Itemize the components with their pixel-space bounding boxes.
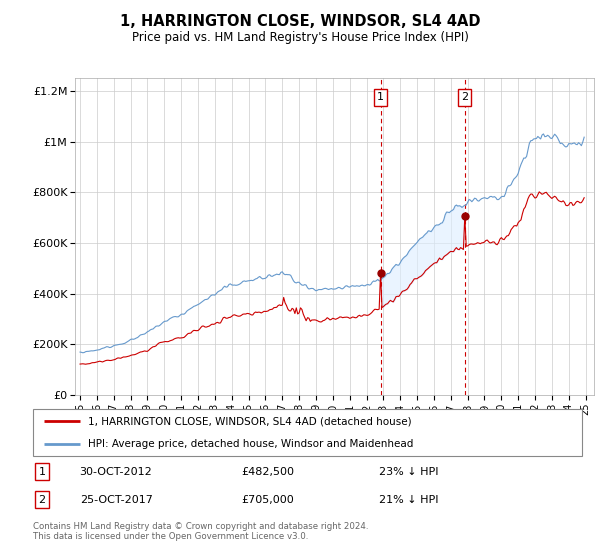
Text: 2: 2 — [461, 92, 468, 102]
Text: £705,000: £705,000 — [242, 494, 295, 505]
Text: 1: 1 — [377, 92, 384, 102]
Text: 21% ↓ HPI: 21% ↓ HPI — [379, 494, 439, 505]
Text: Contains HM Land Registry data © Crown copyright and database right 2024.
This d: Contains HM Land Registry data © Crown c… — [33, 522, 368, 542]
Text: 2: 2 — [38, 494, 46, 505]
Text: 1: 1 — [38, 466, 46, 477]
Text: 25-OCT-2017: 25-OCT-2017 — [80, 494, 152, 505]
Text: 30-OCT-2012: 30-OCT-2012 — [80, 466, 152, 477]
Text: 1, HARRINGTON CLOSE, WINDSOR, SL4 4AD: 1, HARRINGTON CLOSE, WINDSOR, SL4 4AD — [120, 14, 480, 29]
Text: Price paid vs. HM Land Registry's House Price Index (HPI): Price paid vs. HM Land Registry's House … — [131, 31, 469, 44]
Text: £482,500: £482,500 — [242, 466, 295, 477]
Text: 23% ↓ HPI: 23% ↓ HPI — [379, 466, 439, 477]
Text: HPI: Average price, detached house, Windsor and Maidenhead: HPI: Average price, detached house, Wind… — [88, 439, 413, 449]
Text: 1, HARRINGTON CLOSE, WINDSOR, SL4 4AD (detached house): 1, HARRINGTON CLOSE, WINDSOR, SL4 4AD (d… — [88, 416, 412, 426]
